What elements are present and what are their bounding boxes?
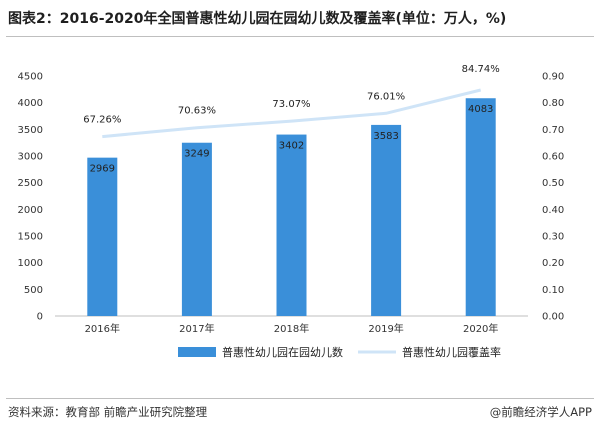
y-right-tick-label: 0.10 xyxy=(542,285,564,296)
y-left-tick-label: 500 xyxy=(24,285,43,296)
bar xyxy=(87,157,118,316)
x-category-label: 2016年 xyxy=(85,322,120,335)
x-category-label: 2018年 xyxy=(274,322,309,335)
bar-value-label: 2969 xyxy=(90,164,115,175)
coverage-line xyxy=(102,88,482,139)
title-divider xyxy=(6,36,594,37)
y-right-tick-label: 0.30 xyxy=(542,232,564,243)
legend-bar-swatch xyxy=(178,347,216,357)
y-left-tick-label: 4000 xyxy=(18,98,43,109)
rate-value-label: 84.74% xyxy=(462,64,500,75)
rate-value-label: 73.07% xyxy=(272,99,310,110)
x-category-label: 2017年 xyxy=(179,322,214,335)
brand-credit: @前瞻经济学人APP xyxy=(489,405,592,419)
x-category-label: 2019年 xyxy=(368,322,403,335)
y-right-tick-label: 0.40 xyxy=(542,205,564,216)
legend-bar-label: 普惠性幼儿园在园幼儿数 xyxy=(222,345,343,359)
bar xyxy=(181,142,212,316)
legend-line-label: 普惠性幼儿园覆盖率 xyxy=(402,345,501,359)
y-right-tick-label: 0.80 xyxy=(542,98,564,109)
y-left-tick-label: 2000 xyxy=(18,205,43,216)
y-left-tick-label: 3000 xyxy=(18,152,43,163)
bar xyxy=(276,134,307,316)
y-right-tick-label: 0.00 xyxy=(542,312,564,323)
bar xyxy=(371,124,402,316)
y-right-tick-label: 0.70 xyxy=(542,125,564,136)
combo-chart: 0 500 1000 1500 2000 2500 3000 3500 4000 4500 0.00… xyxy=(18,64,565,359)
source-note: 资料来源：教育部 前瞻产业研究院整理 xyxy=(8,405,208,419)
bar-value-label: 3583 xyxy=(373,131,398,142)
y-left-tick-label: 3500 xyxy=(18,125,43,136)
y-left-tick-label: 1000 xyxy=(18,258,43,269)
y-left-tick-label: 4500 xyxy=(18,72,43,83)
bar-value-label: 4083 xyxy=(468,104,493,115)
y-left-tick-label: 0 xyxy=(37,312,43,323)
footer-divider xyxy=(6,398,594,399)
y-left-tick-label: 1500 xyxy=(18,232,43,243)
y-left-tick-label: 2500 xyxy=(18,178,43,189)
rate-value-label: 70.63% xyxy=(178,106,216,117)
x-category-label: 2020年 xyxy=(463,322,498,335)
rate-value-label: 67.26% xyxy=(83,115,121,126)
y-right-tick-label: 0.60 xyxy=(542,152,564,163)
rate-value-label: 76.01% xyxy=(367,91,405,102)
y-right-tick-label: 0.90 xyxy=(542,72,564,83)
chart-title: 图表2：2016-2020年全国普惠性幼儿园在园幼儿数及覆盖率(单位：万人，%) xyxy=(8,11,507,27)
bar-value-label: 3249 xyxy=(184,149,209,160)
y-right-tick-label: 0.20 xyxy=(542,258,564,269)
bar-value-label: 3402 xyxy=(279,141,304,152)
y-right-tick-label: 0.50 xyxy=(542,178,564,189)
bar xyxy=(465,98,496,316)
